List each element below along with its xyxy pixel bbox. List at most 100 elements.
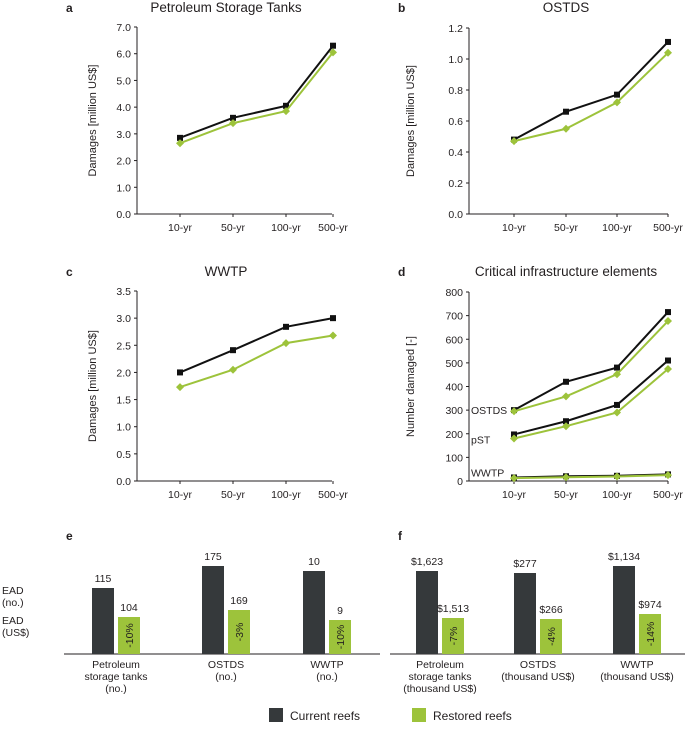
bar-value-label-current: $277 [513,558,537,570]
x-tick-label: 100-yr [602,489,632,501]
data-point-current-reefs [230,114,236,121]
row-label: (US$) [2,627,29,639]
bar-value-label-restored: 104 [120,602,138,614]
bar-value-label-current: $1,134 [608,551,640,563]
y-tick-label: 2.0 [116,367,131,379]
data-point-current-reefs [665,38,671,45]
data-point-current-reefs [563,108,569,115]
series-line-restored-reefs-ostds [513,320,669,413]
legend-swatch-current-reefs [269,708,283,722]
group-label-pst: pST [471,435,491,447]
y-tick-label: 0.0 [448,209,463,221]
y-axis-label-a: Damages [million US$] [87,65,99,177]
y-tick-label: 3.5 [116,286,131,298]
data-point-current-reefs [230,347,236,354]
bar-restored-reefs [540,619,562,654]
category-label: WWTP [620,659,653,671]
legend-label-current-reefs: Current reefs [290,709,360,723]
y-tick-label: 3.0 [116,129,131,141]
data-point-restored-reefs [176,139,184,148]
data-point-current-reefs [283,102,289,109]
category-label: (thousand US$) [600,671,674,683]
group-label-wwtp: WWTP [471,468,504,480]
category-label: (no.) [215,671,237,683]
x-tick-label: 50-yr [554,489,578,501]
bar-current-reefs [303,571,325,654]
panel-letter-a: a [66,1,73,15]
bar-value-label-restored: 169 [230,595,248,607]
y-tick-label: 3.0 [116,313,131,325]
data-point-restored-reefs-wwtp [664,471,672,480]
x-tick-label: 500-yr [318,222,348,234]
data-point-current-reefs-ostds [614,364,620,371]
data-point-restored-reefs-pst [664,365,672,374]
series-line-restored-reefs-pst [513,368,669,440]
panel-letter-c: c [66,265,73,279]
chart-panel-c: c WWTP 0.0 0.5 1.0 1.5 2.0 2.5 3.0 3.5 10-yr 50-yr 1… [66,264,348,501]
legend-swatch-restored-reefs [412,708,426,722]
category-label: (thousand US$) [501,671,575,683]
y-tick-label: 0.0 [116,476,131,488]
category-label: Petroleum [416,659,464,671]
y-tick-label: 700 [445,311,463,323]
chart-panel-b: b OSTDS 0.0 0.2 0.4 0.6 0.8 1.0 1.2 10-yr 50-yr 100… [398,0,683,234]
bar-restored-reefs [329,620,351,654]
chart-title-c: WWTP [205,264,248,279]
y-axis-label-b: Damages [million US$] [405,65,417,177]
x-tick-label: 100-yr [271,222,301,234]
data-point-restored-reefs-pst [510,434,518,443]
data-point-current-reefs-pst [563,418,569,425]
bar-value-label-current: $1,623 [411,556,443,568]
bar-current-reefs [416,571,438,654]
data-point-current-reefs [283,323,289,330]
category-label: storage tanks [84,671,147,683]
panel-letter-f: f [398,529,403,543]
data-point-current-reefs-ostds [563,378,569,385]
data-point-current-reefs-pst [614,401,620,408]
data-point-current-reefs [330,42,336,49]
data-point-restored-reefs-wwtp [562,473,570,482]
change-label: -3% [234,623,246,642]
bar-value-label-current: 115 [95,573,112,585]
data-point-restored-reefs [176,383,184,392]
series-line-restored-reefs [179,334,334,389]
data-point-restored-reefs [229,119,237,128]
bar-value-label-restored: $1,513 [437,603,469,615]
y-tick-label: 1.0 [448,54,463,66]
bar-value-label-restored: 9 [337,605,343,617]
data-point-restored-reefs-pst [613,408,621,417]
category-label: OSTDS [208,659,244,671]
x-tick-label: 500-yr [653,222,683,234]
series-line-restored-reefs-wwtp [513,474,669,480]
chart-title-b: OSTDS [543,0,590,15]
data-point-restored-reefs [664,48,672,57]
bar-current-reefs [202,566,224,654]
data-point-restored-reefs-pst [562,422,570,431]
y-tick-label: 2.5 [116,340,131,352]
data-point-current-reefs [177,134,183,141]
category-label: (no.) [316,671,338,683]
legend: Current reefs Restored reefs [269,708,512,723]
bar-current-reefs [514,573,536,654]
y-tick-label: 200 [445,429,463,441]
chart-title-a: Petroleum Storage Tanks [150,0,302,15]
x-tick-label: 100-yr [602,222,632,234]
y-tick-label: 500 [445,358,463,370]
y-tick-label: 1.0 [116,422,131,434]
panel-letter-e: e [66,529,73,543]
y-tick-label: 800 [445,287,463,299]
data-point-restored-reefs [329,48,337,57]
y-tick-label: 0.8 [448,85,463,97]
y-tick-label: 6.0 [116,49,131,61]
data-point-restored-reefs-ostds [562,392,570,401]
data-point-restored-reefs-ostds [664,317,672,326]
bar-restored-reefs [639,614,661,654]
y-tick-label: 7.0 [116,22,131,34]
y-tick-label: 2.0 [116,156,131,168]
y-tick-label: 1.0 [116,182,131,194]
y-tick-label: 600 [445,334,463,346]
x-tick-label: 10-yr [502,489,526,501]
y-tick-label: 1.2 [448,23,463,35]
change-label: -10% [335,625,347,650]
